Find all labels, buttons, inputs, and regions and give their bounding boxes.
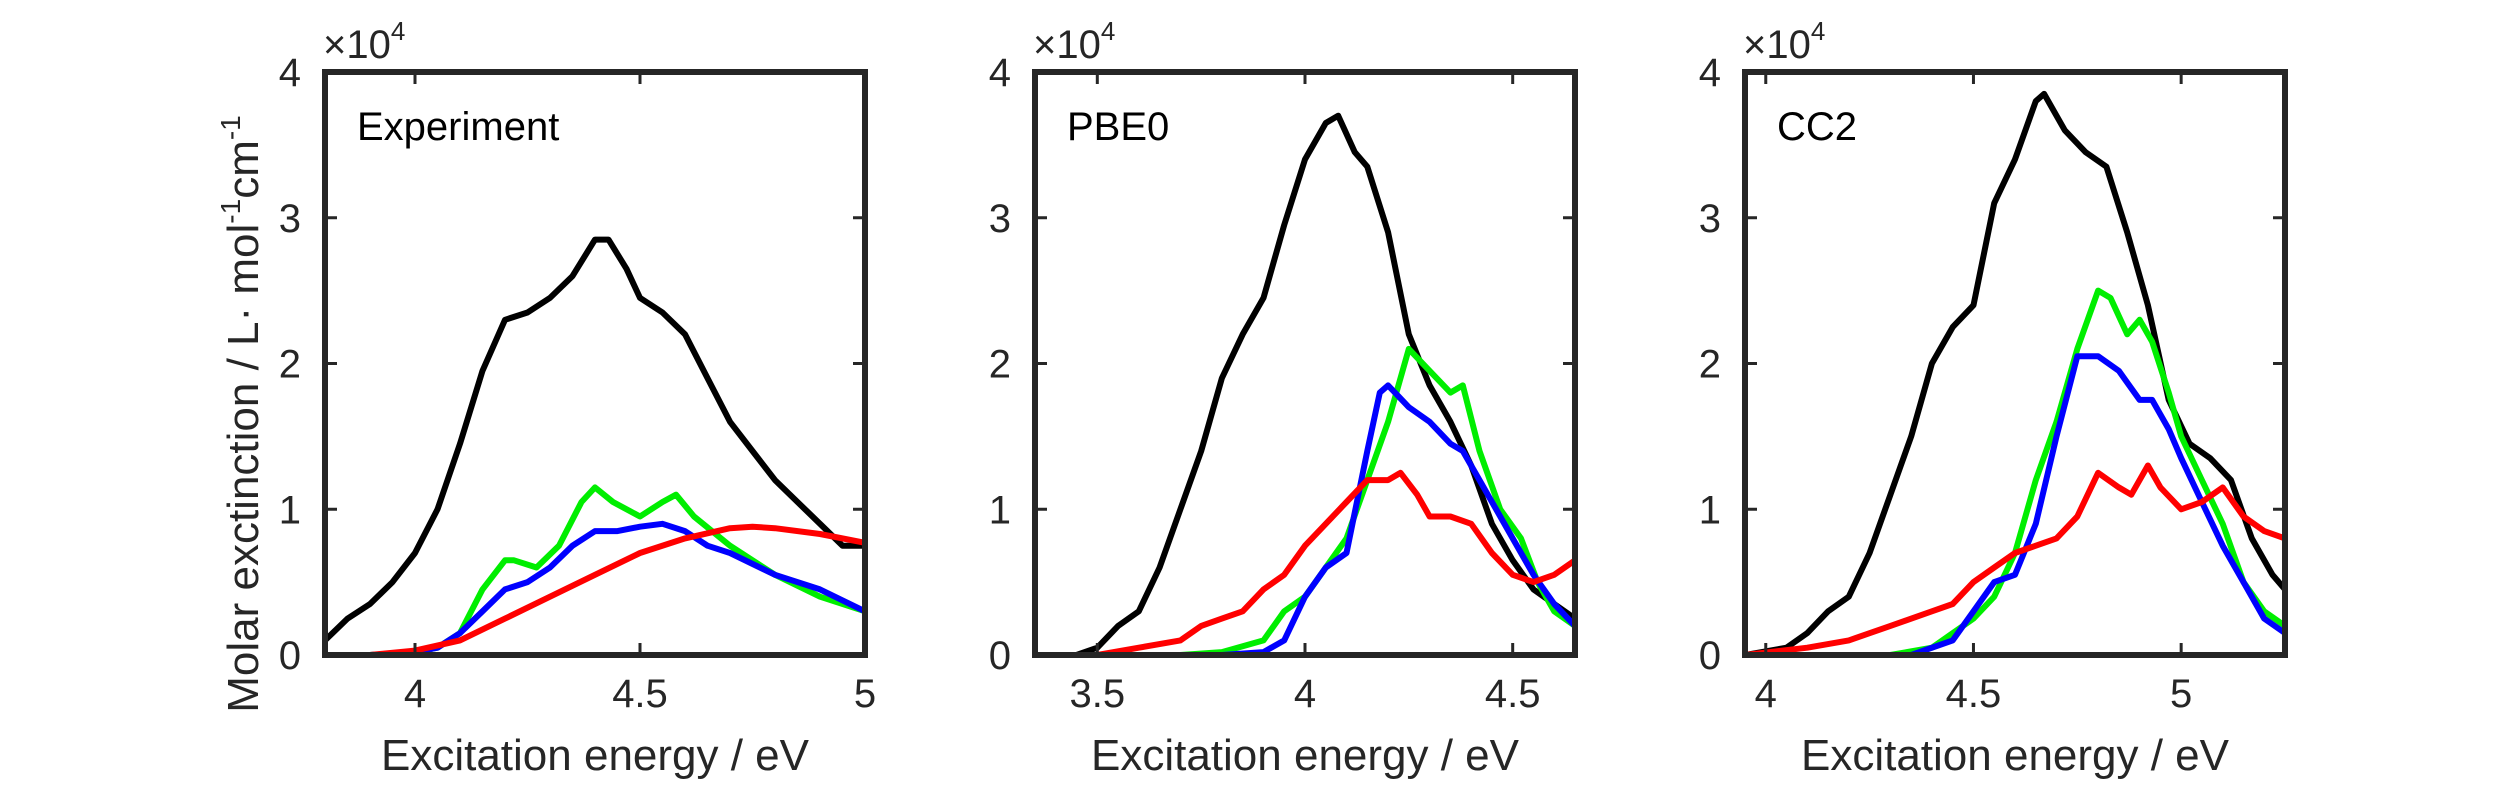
x-tick-label: 4 bbox=[1294, 672, 1316, 716]
y-multiplier: ×104 bbox=[1033, 16, 1115, 67]
x-tick-label: 5 bbox=[854, 672, 876, 716]
panel-label: Experiment bbox=[357, 105, 559, 149]
y-tick-label: 1 bbox=[279, 488, 301, 532]
x-tick-label: 3.5 bbox=[1070, 672, 1126, 716]
y-tick-label: 0 bbox=[989, 634, 1011, 678]
axes-box bbox=[322, 69, 868, 658]
y-tick-label: 0 bbox=[1699, 634, 1721, 678]
y-tick-label: 0 bbox=[279, 634, 301, 678]
panel-pbe0: 3.5 4 4.5 0 1 2 3 4 ×104 PBE0 Excitation energy / … bbox=[989, 16, 1578, 780]
series-line-green bbox=[1745, 287, 2285, 655]
x-tick-label: 4.5 bbox=[612, 672, 668, 716]
x-axis-label: Excitation energy / eV bbox=[1801, 731, 2230, 780]
y-tick-label: 4 bbox=[1699, 51, 1721, 95]
series-group bbox=[325, 236, 865, 655]
y-multiplier: ×104 bbox=[1743, 16, 1825, 67]
series-line-red bbox=[1035, 469, 1575, 655]
series-group bbox=[1745, 90, 2285, 655]
x-axis-label: Excitation energy / eV bbox=[1091, 731, 1520, 780]
axes-box bbox=[1032, 69, 1578, 658]
y-tick-label: 1 bbox=[1699, 488, 1721, 532]
panels: 4 4.5 5 0 1 2 3 4 ×104 Experiment Excitation energ… bbox=[279, 16, 2288, 780]
x-tick-label: 4.5 bbox=[1946, 672, 2002, 716]
y-tick-label: 2 bbox=[279, 343, 301, 387]
series-line-red bbox=[325, 523, 865, 655]
y-multiplier: ×104 bbox=[323, 16, 405, 67]
x-tick-label: 4 bbox=[404, 672, 426, 716]
y-axis-label: Molar exctinction / L· mol-1cm-1 bbox=[215, 115, 268, 713]
y-tick-label: 3 bbox=[279, 197, 301, 241]
series-line-green bbox=[1035, 345, 1575, 655]
x-tick-label: 4.5 bbox=[1485, 672, 1541, 716]
series-line-blue bbox=[1035, 382, 1575, 655]
series-line-blue bbox=[325, 520, 865, 655]
series-line-blue bbox=[1745, 353, 2285, 655]
y-tick-label: 2 bbox=[1699, 343, 1721, 387]
panel-label: PBE0 bbox=[1067, 105, 1169, 149]
y-tick-label: 2 bbox=[989, 343, 1011, 387]
series-line-black bbox=[325, 236, 865, 644]
y-tick-label: 3 bbox=[1699, 197, 1721, 241]
y-tick-label: 4 bbox=[279, 51, 301, 95]
x-axis-label: Excitation energy / eV bbox=[381, 731, 810, 780]
series-line-black bbox=[1035, 112, 1575, 655]
panel-experiment: 4 4.5 5 0 1 2 3 4 ×104 Experiment Excitation energ… bbox=[279, 16, 876, 780]
series-line-green bbox=[325, 484, 865, 655]
y-tick-label: 3 bbox=[989, 197, 1011, 241]
x-tick-label: 5 bbox=[2170, 672, 2192, 716]
x-tick-label: 4 bbox=[1755, 672, 1777, 716]
series-line-red bbox=[1745, 462, 2285, 655]
series-group bbox=[1035, 112, 1575, 655]
y-tick-label: 1 bbox=[989, 488, 1011, 532]
panel-label: CC2 bbox=[1777, 105, 1857, 149]
series-line-black bbox=[1745, 90, 2285, 655]
y-tick-label: 4 bbox=[989, 51, 1011, 95]
panel-cc2: 4 4.5 5 0 1 2 3 4 ×104 CC2 Excitation energy / eV bbox=[1699, 16, 2288, 780]
axes-box bbox=[1742, 69, 2288, 658]
